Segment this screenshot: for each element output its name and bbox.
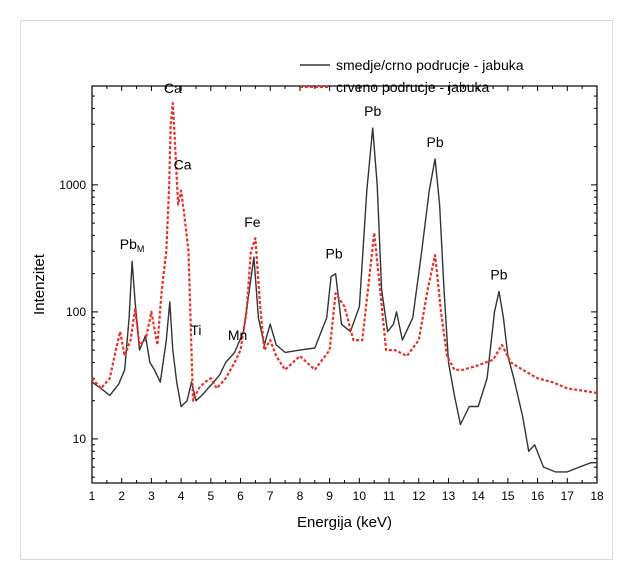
- x-tick-label: 17: [561, 489, 575, 503]
- peak-label: Pb: [326, 245, 343, 261]
- y-tick-label: 10: [73, 432, 87, 446]
- chart-frame: [20, 20, 613, 560]
- x-tick-label: 8: [297, 489, 304, 503]
- peak-label: Mn: [228, 327, 247, 343]
- x-tick-label: 18: [590, 489, 604, 503]
- y-axis-title: Intenzitet: [31, 253, 48, 315]
- x-tick-label: 13: [442, 489, 456, 503]
- x-tick-label: 14: [471, 489, 485, 503]
- peak-label: PbM: [120, 236, 145, 254]
- series-line-2: [91, 101, 598, 402]
- x-tick-label: 5: [207, 489, 214, 503]
- x-tick-label: 2: [118, 489, 125, 503]
- peak-label: Pb: [364, 103, 381, 119]
- series-line-1: [91, 127, 597, 473]
- peak-label: Pb: [490, 267, 507, 283]
- peak-label-subscript: M: [137, 244, 145, 254]
- x-tick-label: 12: [412, 489, 426, 503]
- peak-label: Ca: [164, 80, 182, 96]
- x-tick-label: 9: [326, 489, 333, 503]
- legend-label-1: smedje/crno podrucje - jabuka: [336, 57, 524, 73]
- peak-label: Fe: [244, 214, 261, 230]
- y-tick-label: 100: [66, 305, 86, 319]
- x-tick-label: 3: [148, 489, 155, 503]
- plot-box: [91, 85, 598, 484]
- x-tick-label: 1: [89, 489, 96, 503]
- x-tick-label: 10: [353, 489, 367, 503]
- annotation-layer: Ca Ca PbM Ti Mn Fe Pb Pb Pb Pb: [120, 80, 508, 343]
- peak-label: Pb: [427, 134, 444, 150]
- legend: smedje/crno podrucje - jabuka crveno podr…: [300, 57, 524, 95]
- y-tick-label: 1000: [59, 178, 86, 192]
- x-tick-label: 11: [383, 489, 396, 503]
- series-layer: [91, 101, 598, 473]
- peak-label: Ca: [174, 157, 192, 173]
- legend-label-2: crveno podrucje - jabuka: [336, 79, 490, 95]
- x-tick-label: 16: [531, 489, 545, 503]
- x-tick-label: 15: [501, 489, 515, 503]
- x-tick-label: 6: [237, 489, 244, 503]
- peak-label: Ti: [190, 322, 201, 338]
- x-axis-title: Energija (keV): [297, 514, 392, 531]
- x-tick-label: 7: [267, 489, 274, 503]
- x-tick-label: 4: [178, 489, 185, 503]
